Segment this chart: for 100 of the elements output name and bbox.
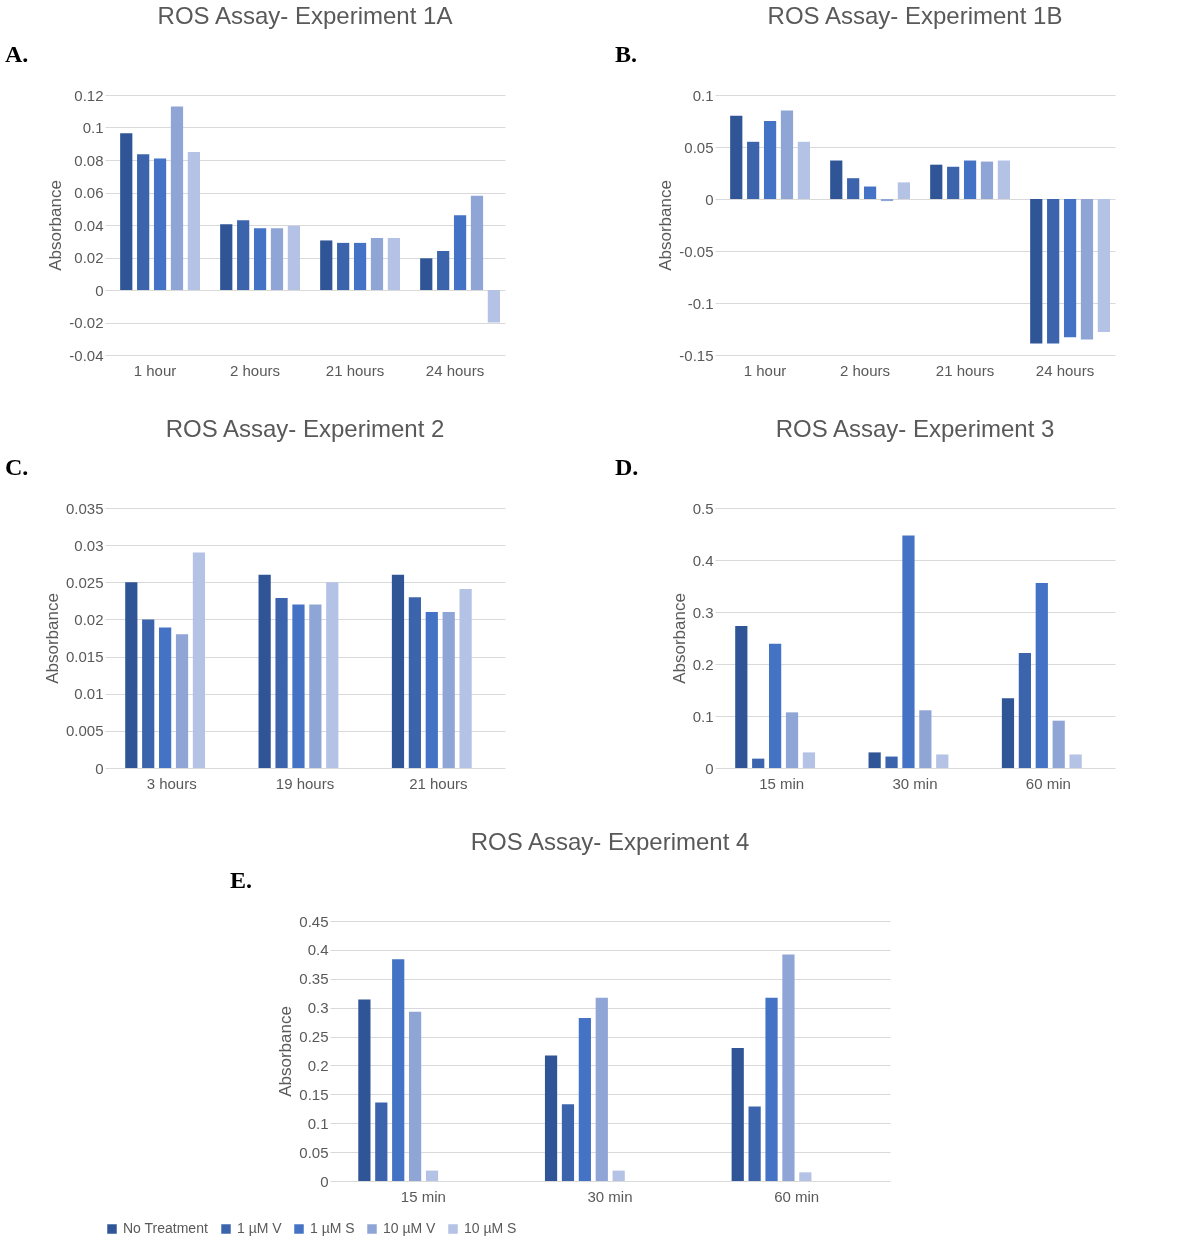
x-tick-label: 60 min: [774, 1187, 820, 1205]
y-axis-title: Absorbance: [276, 1006, 296, 1097]
bar: [980, 161, 994, 199]
y-tick-label: 0.4: [692, 551, 714, 569]
legend-label: 10 µM V: [383, 1220, 437, 1236]
y-tick-label: 0.1: [82, 119, 104, 136]
bar: [1047, 199, 1060, 344]
chart-title: ROS Assay- Experiment 1A: [157, 2, 453, 29]
y-tick-label: 0.02: [74, 249, 104, 266]
y-tick-label: 0.06: [74, 184, 104, 201]
y-tick-label: 0.3: [307, 999, 329, 1017]
x-tick-label: 60 min: [1025, 774, 1071, 792]
bar: [159, 627, 172, 768]
bar: [782, 954, 795, 1181]
x-tick-label: 2 hours: [839, 361, 891, 379]
y-tick-label: 0.12: [74, 86, 104, 104]
bar: [748, 1106, 761, 1181]
bar: [561, 1104, 575, 1181]
bar: [253, 228, 267, 290]
bar: [487, 290, 500, 323]
bar: [880, 199, 894, 202]
bar: [237, 220, 250, 290]
y-tick-label: -0.02: [69, 314, 104, 331]
y-axis-title: Absorbance: [42, 593, 62, 684]
x-tick-label: 30 min: [892, 774, 938, 792]
bar: [897, 182, 910, 199]
bar: [769, 643, 782, 768]
y-tick-label: 0.25: [299, 1028, 329, 1046]
text: C.: [5, 454, 29, 480]
bar: [1069, 754, 1082, 768]
y-tick-label: -0.04: [69, 346, 104, 364]
bar: [747, 141, 760, 199]
bar: [1097, 199, 1110, 333]
y-axis-title: Absorbance: [656, 180, 676, 271]
bar: [919, 710, 932, 768]
text: E.: [230, 867, 253, 893]
y-tick-label: 0.03: [74, 536, 104, 554]
y-tick-label: -0.1: [687, 294, 714, 312]
bar: [453, 215, 467, 290]
bar: [175, 634, 189, 768]
y-tick-label: 0.1: [307, 1114, 329, 1132]
y-tick-label: 0: [705, 190, 714, 208]
bar: [459, 588, 472, 768]
bar: [785, 712, 799, 768]
bar: [409, 1011, 422, 1181]
bar: [392, 959, 405, 1181]
bar: [731, 1048, 744, 1181]
bar: [142, 619, 155, 768]
y-tick-label: 0.1: [692, 707, 714, 725]
bar: [735, 626, 748, 768]
bar: [930, 164, 943, 199]
bar: [578, 1018, 591, 1181]
bar: [326, 582, 339, 768]
chart-title: ROS Assay- Experiment 2: [165, 415, 445, 442]
y-tick-label: 0.4: [307, 941, 329, 959]
y-tick-label: 0.04: [74, 216, 104, 234]
bar: [125, 582, 138, 768]
x-tick-label: 15 min: [400, 1187, 446, 1205]
chart-title: ROS Assay- Experiment 1B: [767, 2, 1063, 29]
bar: [765, 997, 778, 1181]
x-tick-label: 21 hours: [935, 361, 995, 379]
bar: [425, 612, 438, 768]
bar: [408, 597, 421, 768]
y-tick-label: 0.15: [299, 1085, 329, 1103]
legend-label: 1 µM V: [237, 1220, 283, 1236]
bar: [936, 754, 949, 768]
x-tick-label: 21 hours: [325, 361, 385, 379]
bar: [595, 997, 608, 1181]
y-axis-title: Absorbance: [46, 180, 66, 271]
bar: [799, 1172, 812, 1181]
bar: [730, 115, 743, 199]
bar: [358, 999, 371, 1181]
y-tick-label: 0: [320, 1172, 329, 1190]
bar: [120, 133, 133, 290]
bar: [902, 535, 915, 768]
bar: [1063, 199, 1077, 338]
legend-label: 10 µM S: [464, 1220, 517, 1236]
y-tick-label: 0.2: [692, 655, 714, 673]
legend-label: 1 µM S: [310, 1220, 355, 1236]
bar: [1001, 698, 1015, 768]
x-tick-label: 3 hours: [146, 774, 197, 792]
bar: [275, 597, 288, 768]
x-tick-label: 2 hours: [229, 361, 281, 379]
y-tick-label: 0.3: [692, 603, 714, 621]
bar: [1080, 199, 1094, 340]
bar: [337, 242, 350, 290]
text: B.: [615, 41, 638, 67]
bar: [1018, 653, 1031, 768]
x-tick-label: 15 min: [759, 774, 805, 792]
bar: [387, 238, 400, 290]
bar: [830, 160, 843, 199]
y-tick-label: 0.01: [74, 685, 104, 703]
bar: [270, 228, 284, 290]
bar: [375, 1102, 388, 1181]
bar: [963, 160, 977, 199]
bar: [309, 604, 322, 768]
bar: [1035, 582, 1048, 768]
y-tick-label: 0.015: [65, 648, 104, 666]
bar: [847, 178, 860, 199]
bar: [137, 154, 150, 290]
